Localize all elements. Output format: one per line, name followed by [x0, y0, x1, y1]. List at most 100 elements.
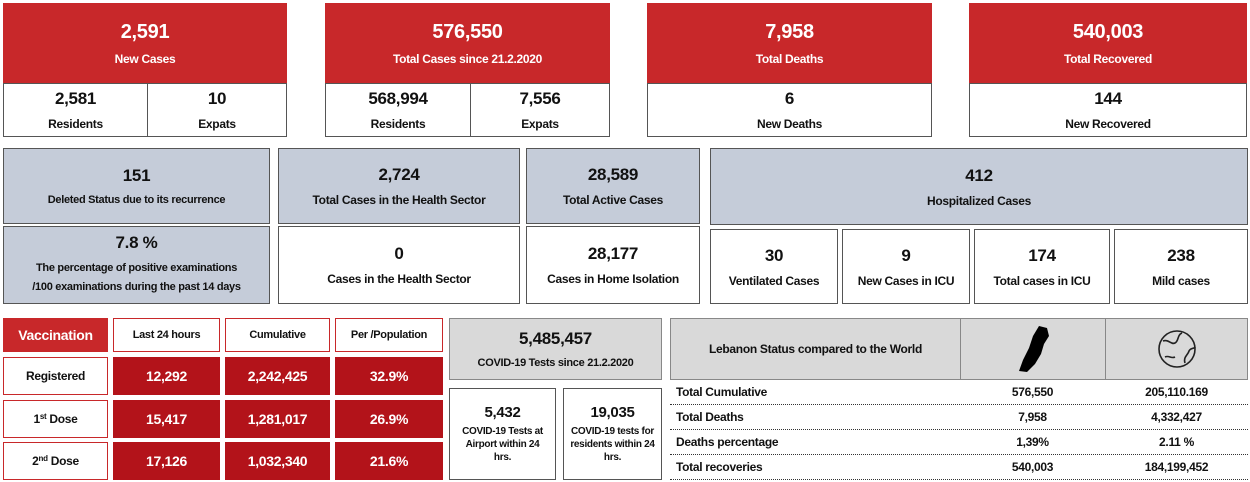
world-title: Lebanon Status compared to the World [670, 318, 961, 380]
label-text: 2 [32, 454, 39, 468]
breakdown-value: 568,994 [368, 89, 428, 108]
vaccination-value: 1,281,017 [225, 400, 330, 438]
breakdown-label: Residents [48, 117, 103, 131]
world-row: Total Cumulative 576,550 205,110.169 [670, 380, 1248, 405]
vaccination-header: Per /Population [335, 318, 443, 352]
lebanon-value: 1,39% [1016, 435, 1049, 449]
vaccination-value: 12,292 [113, 357, 220, 395]
world-row: Total recoveries 540,003 184,199,452 [670, 455, 1248, 480]
status-card: 28,177 Cases in Home Isolation [526, 226, 700, 304]
status-value: 0 [394, 244, 404, 263]
status-label: Hospitalized Cases [927, 193, 1031, 208]
tests-value: 5,432 [484, 404, 521, 421]
status-value: 2,724 [378, 165, 420, 184]
status-value: 28,177 [587, 244, 639, 263]
lebanon-map [1019, 326, 1049, 372]
breakdown-value: 144 [1094, 89, 1122, 108]
world-value: 4,332,427 [1151, 410, 1202, 424]
vaccination-value: 17,126 [113, 442, 220, 480]
tests-card: 5,432 COVID-19 Tests at Airport within 24… [449, 388, 556, 480]
summary-label: Total Cases since 21.2.2020 [392, 51, 543, 66]
status-label: Total Cases in the Health Sector [312, 193, 486, 207]
breakdown: 6 New Deaths [647, 83, 932, 137]
summary-label: New Cases [114, 51, 176, 66]
lebanon-value: 540,003 [1011, 460, 1054, 474]
status-value: 412 [965, 165, 993, 185]
status-card: 174 Total cases in ICU [974, 229, 1110, 304]
summary-card: 2,591 New Cases [3, 3, 287, 83]
tests-card: 19,035 COVID-19 tests for residents withi… [563, 388, 662, 480]
status-label: /100 examinations during the past 14 day… [32, 281, 241, 293]
status-label: Total cases in ICU [993, 273, 1091, 288]
tests-label: COVID-19 Tests since 21.2.2020 [477, 357, 634, 369]
vaccination-header: Cumulative [225, 318, 330, 352]
lebanon-value: 576,550 [1011, 385, 1054, 399]
summary-label: Total Deaths [755, 51, 824, 66]
world-row-label: Total recoveries [676, 460, 763, 474]
breakdown: 2,581 Residents [3, 83, 148, 137]
label-text: 1 [33, 412, 40, 426]
summary-label: Total Recovered [1064, 51, 1152, 66]
status-value: 9 [901, 245, 911, 265]
breakdown-value: 7,556 [519, 89, 561, 108]
status-card: 2,724 Total Cases in the Health Sector [278, 148, 520, 224]
summary-card: 576,550 Total Cases since 21.2.2020 [325, 3, 610, 83]
breakdown-value: 6 [784, 89, 795, 108]
breakdown-value: 2,581 [54, 89, 97, 108]
vaccination-row-label: Registered [3, 357, 108, 395]
status-label: New Cases in ICU [857, 273, 955, 288]
status-card: 7.8 % The percentage of positive examina… [3, 226, 270, 304]
status-label: Cases in Home Isolation [547, 272, 679, 286]
breakdown: 568,994 Residents [325, 83, 471, 137]
status-value: 7.8 % [115, 233, 158, 252]
status-label: The percentage of positive examinations [35, 262, 238, 274]
world-row-label: Deaths percentage [676, 435, 779, 449]
summary-value: 540,003 [1072, 20, 1144, 43]
world-row: Total Deaths 7,958 4,332,427 [670, 405, 1248, 430]
breakdown: 7,556 Expats [470, 83, 610, 137]
status-label: Mild cases [1152, 273, 1210, 288]
status-card: 151 Deleted Status due to its recurrence [3, 148, 270, 224]
status-card: 0 Cases in the Health Sector [278, 226, 520, 304]
lebanon-icon [960, 318, 1106, 380]
world-row-label: Total Cumulative [676, 385, 767, 399]
status-card: 238 Mild cases [1114, 229, 1248, 304]
tests-label: COVID-19 tests for residents within 24 h… [570, 426, 655, 463]
status-card: 28,589 Total Active Cases [526, 148, 700, 224]
vaccination-value: 32.9% [335, 357, 443, 395]
breakdown-label: New Recovered [1065, 117, 1151, 131]
status-card: 30 Ventilated Cases [710, 229, 838, 304]
status-label: Deleted Status due to its recurrence [47, 194, 226, 206]
tests-card: 5,485,457 COVID-19 Tests since 21.2.2020 [449, 318, 662, 380]
vaccination-value: 21.6% [335, 442, 443, 480]
world-value: 205,110.169 [1145, 385, 1208, 399]
tests-label: COVID-19 Tests at Airport within 24 hrs. [462, 426, 543, 463]
summary-card: 7,958 Total Deaths [647, 3, 932, 83]
status-label: Ventilated Cases [728, 273, 820, 288]
summary-value: 576,550 [432, 20, 503, 43]
world-row-label: Total Deaths [676, 410, 744, 424]
world-row: Deaths percentage 1,39% 2.11 % [670, 430, 1248, 455]
breakdown-label: Expats [198, 117, 236, 131]
vaccination-value: 2,242,425 [225, 357, 330, 395]
status-card: 412 Hospitalized Cases [710, 148, 1248, 225]
tests-value: 19,035 [590, 404, 635, 421]
vaccination-header: Last 24 hours [113, 318, 220, 352]
summary-value: 7,958 [765, 20, 814, 43]
status-value: 238 [1167, 245, 1195, 265]
breakdown: 144 New Recovered [969, 83, 1247, 137]
summary-value: 2,591 [120, 20, 170, 43]
vaccination-value: 15,417 [113, 400, 220, 438]
status-value: 28,589 [587, 165, 639, 184]
vaccination-value: 1,032,340 [225, 442, 330, 480]
vaccination-title: Vaccination [3, 318, 108, 352]
label-superscript: nd [38, 454, 48, 463]
label-superscript: st [39, 412, 47, 421]
tests-value: 5,485,457 [519, 329, 592, 348]
world-value: 2.11 % [1159, 435, 1194, 449]
globe [1157, 330, 1196, 368]
vaccination-value: 26.9% [335, 400, 443, 438]
